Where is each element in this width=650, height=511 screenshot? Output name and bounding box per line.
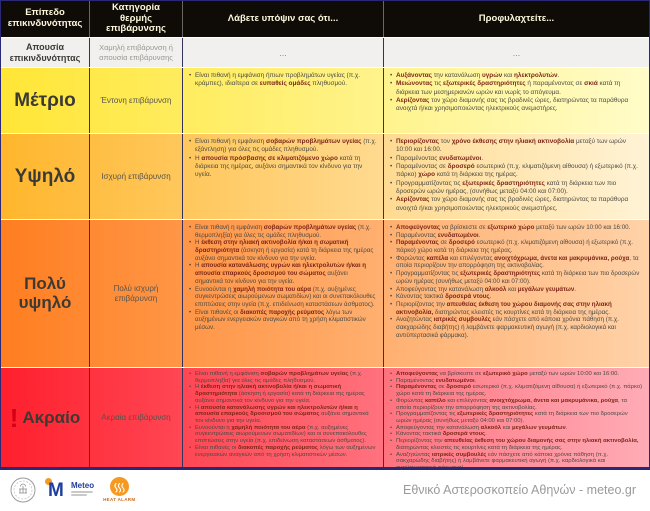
meteo-wordmark: Meteo bbox=[71, 480, 95, 490]
bullet-item: Προγραμματίζοντας τις εξωτερικές δραστηρ… bbox=[390, 180, 643, 197]
heat-category-label: Πολύ ισχυρή επιβάρυνση bbox=[89, 220, 182, 367]
bullet-item: Αποφεύγοντας την κατανάλωση αλκοόλ και μ… bbox=[390, 425, 643, 432]
meteo-tagline-bar bbox=[71, 493, 87, 496]
risk-level-label: Πολύ υψηλό bbox=[18, 273, 72, 312]
heat-waves-icon bbox=[109, 477, 129, 496]
bullet-item: Η απουσία πρόσβασης σε κλιματιζόμενο χώρ… bbox=[189, 155, 377, 180]
exclamation-mark-icon: ! bbox=[9, 403, 19, 434]
meteo-orange-dot-icon bbox=[45, 477, 52, 485]
meteo-tagline-bar bbox=[71, 490, 93, 493]
bullet-item: Είναι πιθανή η εμφάνιση σοβαρών προβλημά… bbox=[189, 371, 377, 384]
bullet-item: Παραμένοντας ενυδατωμένοι. bbox=[390, 378, 643, 385]
bullet-item: Κάνοντας τακτικά δροσερά ντους. bbox=[390, 431, 643, 438]
protect-list: Αυξάνοντας την κατανάλωση υγρών και ηλεκ… bbox=[383, 68, 649, 133]
bullet-item: Φορώντας καπέλο και επιλέγοντας ανοιχτόχ… bbox=[390, 398, 643, 411]
bullet-item: Η έκθεση στην ηλιακή ακτινοβολία ή/και η… bbox=[189, 239, 377, 262]
table-row-moderate: Μέτριο Έντονη επιβάρυνση Είναι πιθανή η … bbox=[1, 67, 649, 133]
risk-level-label: Υψηλό bbox=[14, 165, 76, 187]
heat-risk-table: Επίπεδο επικινδυνότητας Κατηγορία θερμής… bbox=[0, 0, 650, 470]
bullet-item: Παραμένοντας ενυδατωμένοι. bbox=[390, 232, 643, 240]
protect-list: Περιορίζοντας τον χρόνο έκθεσης στην ηλι… bbox=[383, 134, 649, 219]
meteo-logo: M Meteo bbox=[45, 477, 95, 502]
header-heat-category: Κατηγορία θερμής επιβάρυνσης bbox=[89, 1, 182, 37]
risk-level-label: Μέτριο bbox=[14, 89, 76, 111]
bullet-item: Παραμένοντας σε δροσερό εσωτερικό (π.χ. … bbox=[390, 384, 643, 397]
risk-level-label: ! Ακραίο bbox=[1, 368, 89, 467]
bullet-item: Είναι πιθανές οι διακοπές παροχής ρεύματ… bbox=[189, 309, 377, 332]
bullet-item: Παραμένοντας σε δροσερό εσωτερικό (π.χ. … bbox=[390, 239, 643, 254]
header-protect: Προφυλαχτείτε... bbox=[383, 1, 649, 37]
table-row-extreme: ! Ακραίο Ακραία επιβάρυνση Είναι πιθανή … bbox=[1, 367, 649, 467]
risk-level-text: Ακραίο bbox=[22, 407, 81, 427]
heat-category-label: Ακραία επιβάρυνση bbox=[89, 368, 182, 467]
bullet-item: Αποφεύγοντας την κατανάλωση αλκοόλ και μ… bbox=[390, 286, 643, 294]
table-row-high: Υψηλό Ισχυρή επιβάρυνση Είναι πιθανή η ε… bbox=[1, 133, 649, 219]
consider-list: Είναι πιθανή η εμφάνιση σοβαρών προβλημά… bbox=[182, 220, 383, 367]
consider-list: Είναι πιθανή η εμφάνιση σοβαρών προβλημά… bbox=[182, 368, 383, 467]
header-consider: Λάβετε υπόψιν σας ότι... bbox=[182, 1, 383, 37]
protect-list: Αποφεύγοντας να βρίσκεστε σε εξωτερικό χ… bbox=[383, 220, 649, 367]
consider-list: Είναι πιθανή η εμφάνιση ήπιων προβλημάτω… bbox=[182, 68, 383, 133]
bullet-item: Ευνοούνται η χαμηλή ποιότητα του αέρα (π… bbox=[189, 286, 377, 309]
bullet-item: Προγραμματίζοντας τις εξωτερικές δραστηρ… bbox=[390, 411, 643, 424]
footer: M Meteo HEAT ALARM Εθνικό Αστεροσκοπείο … bbox=[0, 470, 650, 511]
bullet-item: Η απουσία κατανάλωσης υγρών και ηλεκτρολ… bbox=[189, 405, 377, 425]
bullet-item: Κάνοντας τακτικά δροσερά ντους. bbox=[390, 293, 643, 301]
bullet-item: Αερίζοντας τον χώρο διαμονής σας τις βρα… bbox=[390, 97, 643, 114]
bullet-item: Αποφεύγοντας να βρίσκεστε σε εξωτερικό χ… bbox=[390, 371, 643, 378]
heat-alarm-logo: HEAT ALARM bbox=[103, 477, 135, 502]
table-row-very-high: Πολύ υψηλό Πολύ ισχυρή επιβάρυνση Είναι … bbox=[1, 219, 649, 367]
observatory-seal-icon bbox=[10, 477, 36, 502]
bullet-item: Αναζητώντας ιατρικές συμβουλές εάν πάσχε… bbox=[390, 316, 643, 339]
bullet-item: Αυξάνοντας την κατανάλωση υγρών και ηλεκ… bbox=[390, 72, 643, 81]
protect-placeholder: ... bbox=[383, 38, 649, 67]
bullet-item: Περιορίζοντας τον χρόνο έκθεσης στην ηλι… bbox=[390, 138, 643, 155]
bullet-item: Αποφεύγοντας να βρίσκεστε σε εξωτερικό χ… bbox=[390, 224, 643, 232]
heat-category-label: Έντονη επιβάρυνση bbox=[89, 68, 182, 133]
bullet-item: Η έκθεση στην ηλιακή ακτινοβολία ή/και η… bbox=[189, 384, 377, 404]
consider-list: Είναι πιθανή η εμφάνιση σοβαρών προβλημά… bbox=[182, 134, 383, 219]
risk-level-label: Απουσία επικινδυνότητας bbox=[9, 41, 81, 63]
protect-list: Αποφεύγοντας να βρίσκεστε σε εξωτερικό χ… bbox=[383, 368, 649, 467]
bullet-item: Είναι πιθανή η εμφάνιση σοβαρών προβλημά… bbox=[189, 224, 377, 239]
table-header-row: Επίπεδο επικινδυνότητας Κατηγορία θερμής… bbox=[1, 1, 649, 37]
heat-category-label: Ισχυρή επιβάρυνση bbox=[89, 134, 182, 219]
consider-placeholder: ... bbox=[182, 38, 383, 67]
bullet-item: Προγραμματίζοντας τις εξωτερικές δραστηρ… bbox=[390, 270, 643, 285]
bullet-item: Είναι πιθανές οι διακοπές παροχής ρεύματ… bbox=[189, 445, 377, 458]
bullet-item: Είναι πιθανή η εμφάνιση σοβαρών προβλημά… bbox=[189, 138, 377, 155]
bullet-item: Είναι πιθανή η εμφάνιση ήπιων προβλημάτω… bbox=[189, 72, 377, 89]
header-risk-level: Επίπεδο επικινδυνότητας bbox=[7, 7, 83, 29]
bullet-item: Περιορίζοντας την απευθείας έκθεση του χ… bbox=[390, 438, 643, 451]
bullet-item: Αερίζοντας τον χώρο διαμονής σας τις βρα… bbox=[390, 196, 643, 213]
bullet-item: Μειώνοντας τις εξωτερικές δραστηριότητες… bbox=[390, 80, 643, 97]
heat-category-label: Χαμηλή επιβάρυνση ή απουσία επιβάρυνσης bbox=[89, 38, 182, 67]
bullet-item: Ευνοούνται η χαμηλή ποιότητα του αέρα (π… bbox=[189, 425, 377, 445]
heat-alarm-label: HEAT ALARM bbox=[103, 497, 136, 502]
bullet-item: Περιορίζοντας την απευθείας έκθεση του χ… bbox=[390, 301, 643, 316]
bullet-item: Παραμένοντας σε δροσερό εσωτερικό (π.χ. … bbox=[390, 163, 643, 180]
meteo-m-mark: M bbox=[45, 477, 69, 502]
bullet-item: Η απουσία κατανάλωσης υγρών και ηλεκτρολ… bbox=[189, 262, 377, 285]
bullet-item: Φορώντας καπέλα και επιλέγοντας ανοιχτόχ… bbox=[390, 255, 643, 270]
bullet-item: Παραμένοντας ενυδατωμένοι. bbox=[390, 155, 643, 164]
table-row-no-risk: Απουσία επικινδυνότητας Χαμηλή επιβάρυνσ… bbox=[1, 37, 649, 67]
bullet-item: Αναζητώντας ιατρικές συμβουλές εάν πάσχε… bbox=[390, 452, 643, 467]
credit-text: Εθνικό Αστεροσκοπείο Αθηνών - meteo.gr bbox=[402, 482, 636, 497]
